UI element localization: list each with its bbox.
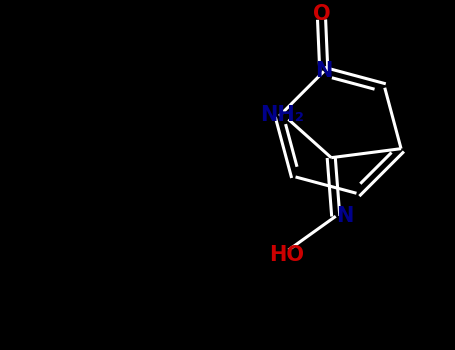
Text: N: N — [336, 206, 354, 226]
Text: O: O — [313, 4, 330, 24]
Text: N: N — [315, 61, 333, 82]
Text: HO: HO — [269, 245, 303, 265]
Text: NH₂: NH₂ — [260, 105, 303, 125]
